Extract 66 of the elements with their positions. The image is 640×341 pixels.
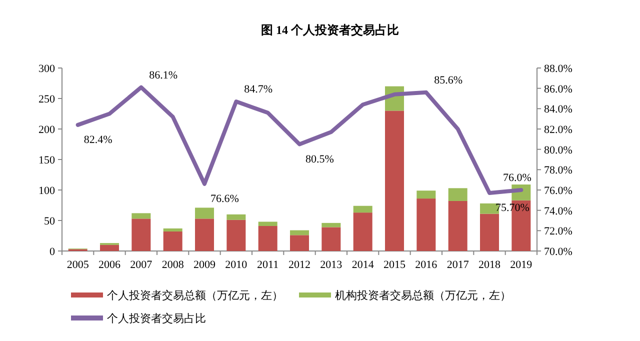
- y2-tick-label: 72.0%: [544, 226, 572, 238]
- y2-tick-label: 70.0%: [544, 246, 572, 258]
- bar: [100, 244, 119, 251]
- x-tick-label: 2016: [415, 259, 438, 271]
- y-tick-label: 50: [44, 216, 56, 228]
- bar: [353, 212, 372, 251]
- bar: [290, 235, 309, 251]
- x-tick-label: 2007: [130, 259, 153, 271]
- bar: [226, 220, 246, 251]
- bar: [195, 208, 214, 219]
- bar: [448, 188, 468, 201]
- bar: [258, 222, 278, 226]
- legend-label: 个人投资者交易占比: [107, 312, 206, 325]
- y2-tick-label: 78.0%: [544, 164, 572, 177]
- y-tick-label: 250: [38, 94, 56, 106]
- bar: [258, 226, 278, 251]
- data-label: 76.0%: [502, 172, 532, 184]
- bar: [322, 222, 341, 228]
- x-tick-label: 2012: [288, 259, 310, 271]
- bar: [480, 214, 499, 251]
- data-label: 84.7%: [244, 84, 273, 96]
- bar: [353, 206, 372, 213]
- x-tick-label: 2006: [98, 259, 121, 271]
- data-label: 76.6%: [210, 192, 239, 205]
- x-tick-label: 2018: [478, 259, 501, 271]
- bar: [132, 213, 151, 219]
- y2-tick-label: 88.0%: [544, 63, 572, 75]
- bar: [226, 214, 246, 220]
- legend-label: 机构投资者交易总额（万亿元，左）: [335, 289, 511, 302]
- y2-tick-label: 84.0%: [544, 104, 572, 116]
- chart-title: 图 14 个人投资者交易占比: [261, 23, 399, 37]
- bar: [195, 218, 214, 251]
- bar: [448, 200, 468, 251]
- data-label: 86.1%: [149, 69, 178, 82]
- legend-label: 个人投资者交易总额（万亿元，左）: [107, 289, 283, 302]
- y2-tick-label: 86.0%: [544, 83, 572, 96]
- y2-tick-label: 82.0%: [544, 124, 572, 136]
- bar: [416, 190, 436, 199]
- bar: [163, 228, 182, 232]
- y-tick-label: 300: [38, 63, 56, 75]
- y2-tick-label: 76.0%: [544, 185, 572, 197]
- data-label: 80.5%: [306, 153, 334, 166]
- bar: [322, 227, 341, 251]
- y-tick-label: 0: [50, 246, 56, 258]
- x-tick-label: 2014: [352, 259, 374, 271]
- y-tick-label: 150: [38, 154, 56, 166]
- y-tick-label: 200: [38, 124, 56, 136]
- bar: [385, 110, 404, 251]
- x-tick-label: 2017: [446, 259, 470, 271]
- x-tick-label: 2011: [257, 259, 279, 271]
- y2-tick-label: 80.0%: [544, 144, 572, 156]
- bar: [132, 218, 151, 251]
- bar: [290, 230, 309, 236]
- x-tick-label: 2015: [384, 259, 406, 271]
- data-label: 82.4%: [84, 134, 112, 146]
- bar: [163, 231, 182, 251]
- bar: [416, 198, 436, 251]
- x-tick-label: 2009: [194, 259, 216, 271]
- data-label: 85.6%: [434, 74, 463, 86]
- y-tick-label: 100: [38, 185, 56, 197]
- y2-tick-label: 74.0%: [544, 205, 572, 218]
- x-tick-label: 2019: [510, 259, 533, 271]
- x-tick-label: 2008: [162, 259, 184, 271]
- x-tick-label: 2013: [320, 259, 343, 271]
- x-tick-label: 2005: [66, 259, 90, 271]
- x-tick-label: 2010: [225, 259, 248, 271]
